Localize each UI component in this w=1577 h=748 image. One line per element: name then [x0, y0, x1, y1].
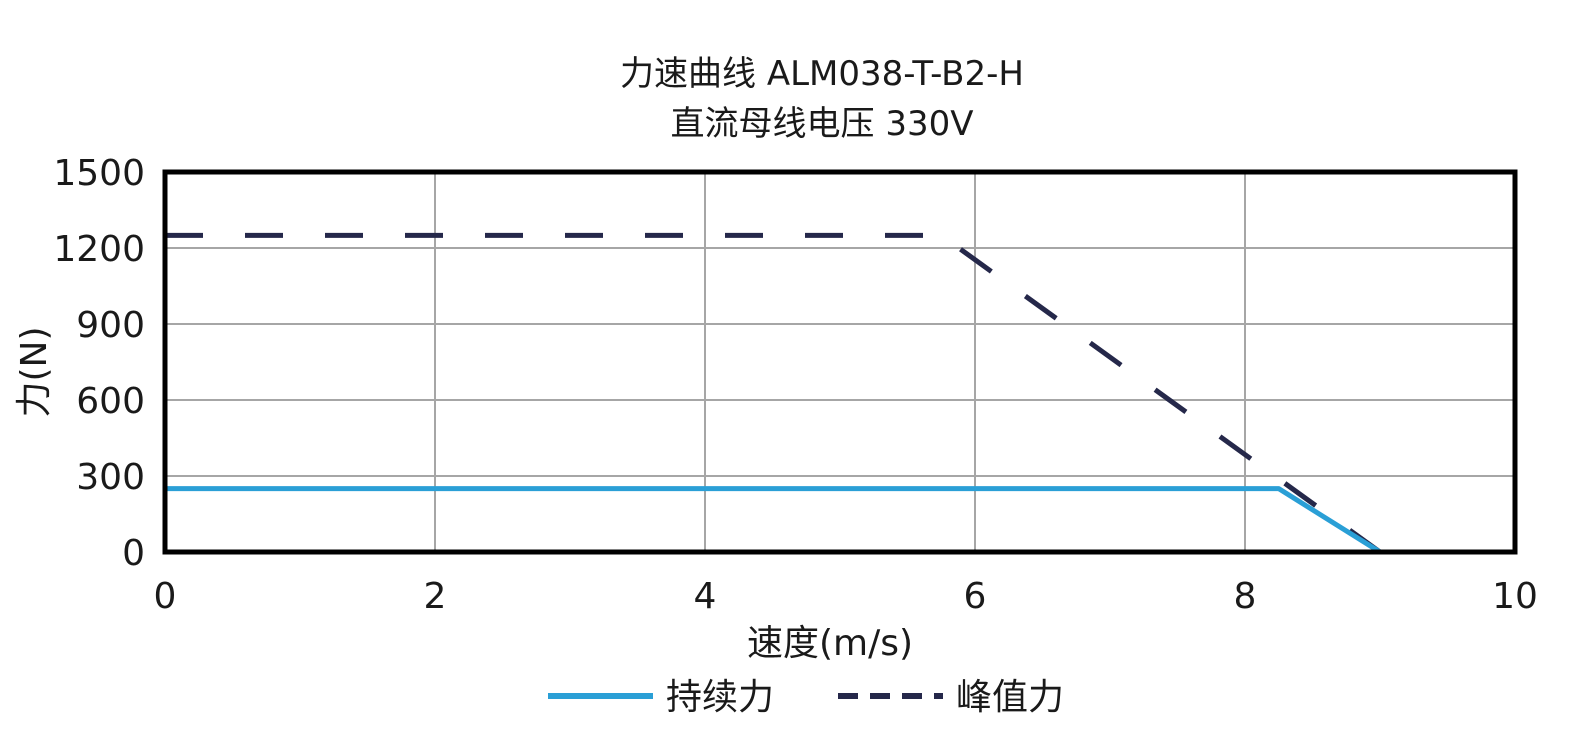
x-axis-label: 速度(m/s)	[747, 623, 913, 664]
y-tick-label: 900	[76, 305, 145, 346]
y-tick-label: 0	[122, 533, 145, 574]
y-axis-label: 力(N)	[14, 326, 55, 417]
chart-title: 力速曲线 ALM038-T-B2-H	[620, 54, 1024, 94]
x-tick-label: 4	[694, 576, 717, 617]
legend-label-continuous: 持续力	[666, 677, 774, 718]
y-tick-label: 1500	[53, 153, 145, 194]
continuous-force-line	[165, 486, 1382, 555]
x-tick-label: 6	[964, 576, 987, 617]
x-tick-label: 2	[424, 576, 447, 617]
tick-labels: 0 2 4 6 8 10 0 300 600 900 1200 1500	[53, 153, 1538, 617]
peak-force-line	[165, 232, 1382, 555]
x-tick-label: 10	[1492, 576, 1538, 617]
x-tick-label: 8	[1234, 576, 1257, 617]
legend: 持续力 峰值力	[548, 677, 1064, 718]
y-tick-label: 600	[76, 381, 145, 422]
plot-frame	[162, 169, 1518, 555]
x-tick-label: 0	[154, 576, 177, 617]
grid-lines	[164, 171, 1516, 553]
chart-subtitle: 直流母线电压 330V	[671, 104, 974, 144]
series-layer	[165, 232, 1382, 555]
y-tick-label: 1200	[53, 229, 145, 270]
y-tick-label: 300	[76, 457, 145, 498]
legend-label-peak: 峰值力	[956, 677, 1064, 718]
